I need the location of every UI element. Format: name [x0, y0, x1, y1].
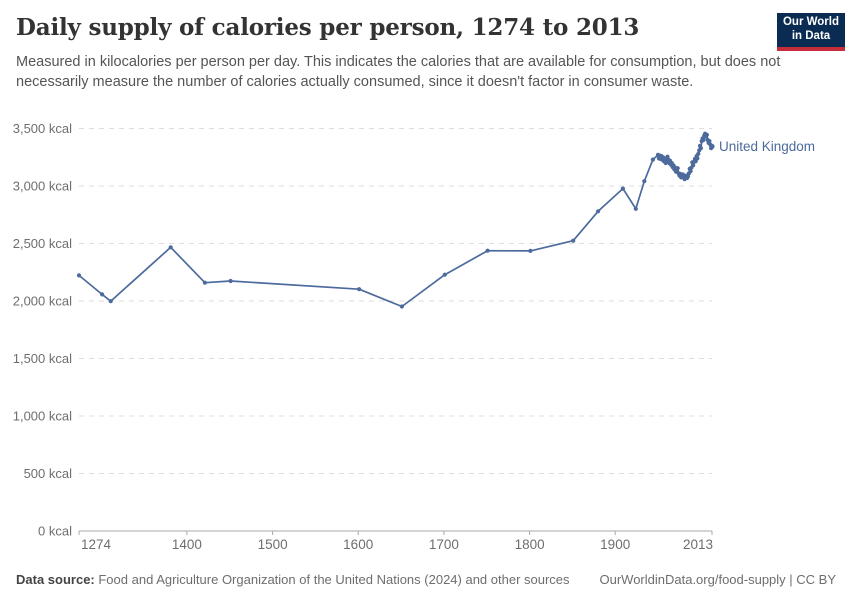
- data-point[interactable]: [701, 137, 706, 143]
- y-tick-label: 3,500 kcal: [13, 121, 72, 136]
- data-point-last[interactable]: [709, 143, 715, 149]
- y-tick-label: 2,500 kcal: [13, 236, 72, 251]
- y-tick-label: 1,500 kcal: [13, 351, 72, 366]
- owid-logo-line2: in Data: [791, 30, 831, 42]
- x-tick-label: 1700: [429, 537, 459, 552]
- data-source: Data source: Food and Agriculture Organi…: [16, 572, 570, 587]
- owid-logo[interactable]: Our World in Data: [777, 13, 845, 51]
- data-point[interactable]: [642, 179, 647, 184]
- data-point[interactable]: [485, 248, 490, 253]
- data-source-label: Data source:: [16, 572, 95, 587]
- data-point[interactable]: [620, 186, 626, 191]
- data-point[interactable]: [691, 163, 696, 168]
- y-tick-label: 2,000 kcal: [13, 294, 72, 309]
- owid-logo-line1: Our World: [782, 16, 839, 29]
- data-point[interactable]: [675, 166, 680, 171]
- data-point[interactable]: [650, 157, 656, 162]
- data-point[interactable]: [399, 304, 404, 309]
- data-point[interactable]: [100, 292, 105, 297]
- credit-link[interactable]: OurWorldinData.org/food-supply | CC BY: [599, 572, 836, 587]
- data-point[interactable]: [633, 206, 638, 211]
- data-point[interactable]: [202, 280, 207, 285]
- data-point[interactable]: [168, 245, 173, 250]
- data-point[interactable]: [442, 272, 447, 277]
- page-title: Daily supply of calories per person, 127…: [16, 14, 640, 41]
- data-point[interactable]: [357, 287, 362, 292]
- x-tick-label: 1800: [515, 537, 545, 552]
- x-tick-label: 1500: [258, 537, 288, 552]
- data-point[interactable]: [704, 132, 710, 137]
- y-tick-label: 500 kcal: [24, 466, 73, 481]
- series-label[interactable]: United Kingdom: [719, 139, 815, 154]
- data-point[interactable]: [596, 209, 601, 214]
- data-point[interactable]: [228, 278, 233, 284]
- x-tick-label: 1400: [172, 537, 202, 552]
- x-tick-label: 1600: [343, 537, 373, 552]
- data-point[interactable]: [571, 238, 576, 243]
- data-point[interactable]: [76, 273, 82, 278]
- data-point[interactable]: [696, 151, 701, 156]
- x-tick-label: 1274: [81, 537, 112, 552]
- data-source-text: Food and Agriculture Organization of the…: [94, 572, 570, 587]
- data-point[interactable]: [707, 139, 712, 144]
- data-point[interactable]: [108, 299, 113, 304]
- y-tick-label: 1,000 kcal: [13, 409, 72, 424]
- data-line[interactable]: [78, 132, 713, 308]
- data-point[interactable]: [695, 156, 700, 161]
- y-tick-label: 3,000 kcal: [13, 179, 72, 194]
- data-point[interactable]: [528, 248, 533, 253]
- data-point[interactable]: [688, 169, 693, 174]
- chart-footer: Data source: Food and Agriculture Organi…: [16, 572, 836, 587]
- chart-subtitle: Measured in kilocalories per person per …: [16, 54, 781, 90]
- y-tick-label: 0 kcal: [38, 524, 72, 539]
- data-point[interactable]: [698, 146, 704, 151]
- x-tick-label: 2013: [683, 537, 713, 552]
- x-tick-label: 1900: [600, 537, 630, 552]
